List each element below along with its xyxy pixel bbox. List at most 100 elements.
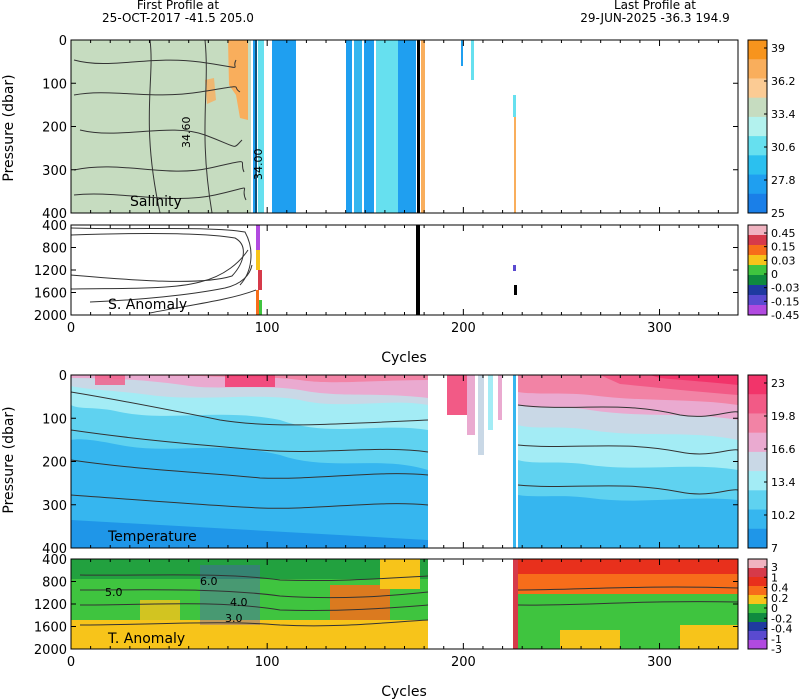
temperature-colorbar: 23 19.8 16.6 13.4 10.2 7 bbox=[747, 374, 796, 555]
x-tick-label: 100 bbox=[255, 655, 280, 670]
x-tick-label: 200 bbox=[451, 655, 476, 670]
colorbar-label: -0.4 bbox=[771, 623, 792, 636]
y-tick-label: 400 bbox=[42, 207, 67, 222]
colorbar-segment bbox=[748, 595, 767, 605]
y-tick-label: 400 bbox=[42, 219, 67, 234]
salinity-label: Salinity bbox=[130, 194, 182, 210]
colorbar-frame bbox=[747, 224, 768, 316]
colorbar-segment bbox=[748, 285, 767, 296]
colorbar-segment bbox=[748, 613, 767, 623]
colorbar-label: 0.15 bbox=[771, 241, 796, 254]
colorbar-segment bbox=[748, 235, 767, 246]
temperature-y-ticks: 0 100 200 300 400 bbox=[42, 369, 738, 557]
colorbar-label: 3 bbox=[771, 561, 778, 574]
colorbar-segment bbox=[748, 116, 767, 137]
colorbar-label: 0 bbox=[771, 268, 778, 281]
x-tick-label: 0 bbox=[67, 321, 75, 336]
colorbar-segment bbox=[748, 528, 767, 549]
temperature-field bbox=[71, 375, 738, 548]
colorbar-label: 36.2 bbox=[771, 75, 796, 88]
y-tick-label: 300 bbox=[42, 164, 67, 179]
colorbar-frame bbox=[747, 374, 768, 549]
salinity-ylabel: Pressure (dbar) bbox=[1, 74, 17, 181]
colorbar-segment bbox=[748, 640, 767, 650]
salinity-anomaly-xlabel: Cycles bbox=[381, 350, 427, 366]
colorbar-label: -0.45 bbox=[771, 309, 799, 322]
x-tick-label: 100 bbox=[255, 321, 280, 336]
colorbar-label: 16.6 bbox=[771, 443, 796, 456]
y-tick-label: 200 bbox=[42, 456, 67, 471]
temperature-anomaly-field: 5.0 4.0 6.0 3.0 bbox=[71, 559, 738, 649]
colorbar-segment bbox=[748, 174, 767, 195]
colorbar-segment bbox=[748, 631, 767, 641]
temperature-anomaly-y-ticks: 400 800 1200 1600 2000 bbox=[34, 553, 738, 658]
colorbar-segment bbox=[748, 432, 767, 453]
y-tick-label: 1600 bbox=[34, 621, 67, 636]
colorbar-label: -0.2 bbox=[771, 612, 792, 625]
x-tick-label: 200 bbox=[451, 321, 476, 336]
y-tick-label: 2000 bbox=[34, 309, 67, 324]
y-tick-label: 100 bbox=[42, 412, 67, 427]
colorbar-segment bbox=[748, 136, 767, 156]
y-tick-label: 1600 bbox=[34, 287, 67, 302]
colorbar-segment bbox=[748, 559, 767, 569]
colorbar-segment bbox=[748, 394, 767, 414]
t-anomaly-contour-label-1: 5.0 bbox=[105, 586, 123, 599]
colorbar-label: 33.4 bbox=[771, 108, 796, 121]
colorbar-segment bbox=[748, 577, 767, 587]
y-tick-label: 300 bbox=[42, 499, 67, 514]
colorbar-segment bbox=[748, 471, 767, 491]
colorbar-segment bbox=[748, 255, 767, 266]
y-tick-label: 0 bbox=[59, 369, 67, 384]
y-tick-label: 400 bbox=[42, 542, 67, 557]
salinity-anomaly-panel: 400 800 1200 1600 2000 0 100 200 300 S. Anomaly… bbox=[34, 219, 800, 366]
colorbar-segment bbox=[748, 97, 767, 118]
colorbar-label: 23 bbox=[771, 377, 785, 390]
x-tick-label: 0 bbox=[67, 655, 75, 670]
y-tick-label: 800 bbox=[42, 576, 67, 591]
colorbar-label: -0.03 bbox=[771, 282, 799, 295]
salinity-x-ticks bbox=[70, 40, 739, 213]
colorbar-segment bbox=[748, 375, 767, 395]
first-profile-title: First Profile at bbox=[137, 0, 220, 12]
last-profile-detail: 29-JUN-2025 -36.3 194.9 bbox=[580, 11, 729, 25]
colorbar-segment bbox=[748, 413, 767, 434]
colorbar-segment bbox=[748, 604, 767, 614]
salinity-anomaly-x-ticks: 0 100 200 300 bbox=[67, 225, 739, 336]
x-tick-label: 300 bbox=[647, 321, 672, 336]
y-tick-label: 200 bbox=[42, 121, 67, 136]
colorbar-segment bbox=[748, 78, 767, 99]
y-tick-label: 800 bbox=[42, 242, 67, 257]
colorbar-segment bbox=[748, 568, 767, 578]
colorbar-segment bbox=[748, 305, 767, 316]
y-tick-label: 400 bbox=[42, 553, 67, 568]
colorbar-segment bbox=[748, 451, 767, 472]
salinity-colorbar: 39 36.2 33.4 30.6 27.8 25 bbox=[747, 39, 796, 220]
colorbar-label: 30.6 bbox=[771, 141, 796, 154]
colorbar-frame bbox=[747, 558, 768, 650]
colorbar-segment bbox=[748, 622, 767, 632]
colorbar-segment bbox=[748, 295, 767, 306]
y-tick-label: 1200 bbox=[34, 598, 67, 613]
colorbar-label: 39 bbox=[771, 42, 785, 55]
colorbar-label: -0.15 bbox=[771, 295, 799, 308]
temperature-ylabel: Pressure (dbar) bbox=[1, 406, 17, 513]
colorbar-label: 27.8 bbox=[771, 174, 796, 187]
salinity-anomaly-field bbox=[71, 225, 517, 315]
colorbar-label: 19.8 bbox=[771, 410, 796, 423]
temperature-x-ticks bbox=[70, 375, 739, 548]
temperature-anomaly-label: T. Anomaly bbox=[107, 631, 185, 647]
first-profile-detail: 25-OCT-2017 -41.5 205.0 bbox=[102, 11, 254, 25]
colorbar-label: 0 bbox=[771, 602, 778, 615]
y-tick-label: 1200 bbox=[34, 264, 67, 279]
colorbar-label: 10.2 bbox=[771, 509, 796, 522]
colorbar-segment bbox=[748, 59, 767, 79]
colorbar-segment bbox=[748, 509, 767, 530]
t-anomaly-contour-label-3: 6.0 bbox=[200, 575, 218, 588]
t-anomaly-contour-label-2: 4.0 bbox=[230, 596, 248, 609]
colorbar-segment bbox=[748, 265, 767, 276]
colorbar-label: 7 bbox=[771, 542, 778, 555]
colorbar-label: 0.03 bbox=[771, 254, 796, 267]
